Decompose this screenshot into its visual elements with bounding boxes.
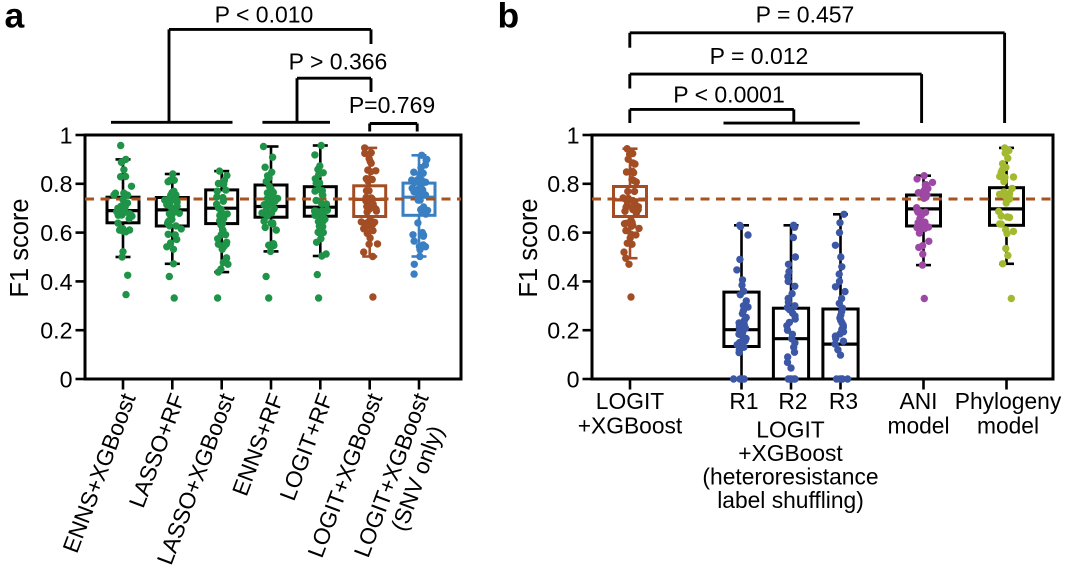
svg-text:R2: R2: [778, 388, 807, 414]
svg-text:(heteroresistance: (heteroresistance: [702, 464, 878, 490]
svg-text:F1 score: F1 score: [515, 198, 543, 297]
svg-text:+XGBoost: +XGBoost: [578, 413, 683, 439]
svg-text:model: model: [977, 413, 1039, 439]
svg-text:R1: R1: [729, 388, 758, 414]
svg-text:0.4: 0.4: [40, 269, 72, 295]
svg-text:0.2: 0.2: [547, 318, 579, 344]
svg-text:0.8: 0.8: [547, 171, 579, 197]
svg-text:b: b: [498, 0, 520, 36]
svg-text:P=0.769: P=0.769: [349, 92, 435, 118]
svg-text:0: 0: [60, 366, 73, 392]
svg-text:R3: R3: [829, 388, 858, 414]
svg-text:P < 0.010: P < 0.010: [215, 2, 314, 28]
svg-text:0: 0: [567, 366, 580, 392]
svg-text:LOGIT: LOGIT: [596, 388, 664, 414]
svg-text:LOGIT: LOGIT: [756, 417, 824, 443]
svg-text:label shuffling): label shuffling): [717, 487, 864, 513]
svg-text:model: model: [887, 413, 949, 439]
svg-text:P > 0.366: P > 0.366: [289, 49, 388, 75]
svg-text:0.4: 0.4: [547, 269, 579, 295]
svg-text:0.2: 0.2: [40, 318, 72, 344]
svg-text:P = 0.457: P = 0.457: [756, 2, 855, 28]
svg-text:0.8: 0.8: [40, 171, 72, 197]
svg-text:1: 1: [567, 122, 580, 148]
svg-text:ANI: ANI: [899, 388, 937, 414]
svg-text:P = 0.012: P = 0.012: [710, 43, 809, 69]
svg-text:0.6: 0.6: [40, 220, 72, 246]
svg-text:F1 score: F1 score: [6, 198, 34, 297]
svg-text:0.6: 0.6: [547, 220, 579, 246]
svg-text:+XGBoost: +XGBoost: [738, 440, 843, 466]
svg-text:Phylogeny: Phylogeny: [955, 388, 1062, 414]
svg-text:P < 0.0001: P < 0.0001: [673, 82, 785, 108]
svg-text:1: 1: [60, 122, 73, 148]
svg-text:a: a: [5, 0, 25, 36]
